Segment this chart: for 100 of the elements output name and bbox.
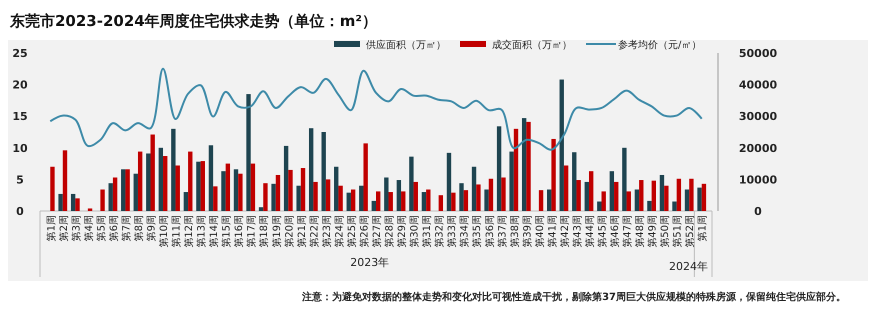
x-tick-label: 第7周	[120, 215, 132, 242]
bar	[296, 186, 301, 211]
y2-tick-label: 20000	[738, 142, 778, 155]
x-tick-label: 第21周	[296, 215, 308, 248]
x-tick-label: 第1周	[45, 215, 58, 242]
x-tick-label: 第38周	[508, 215, 521, 248]
x-tick-label: 第27周	[371, 215, 383, 248]
bar	[610, 171, 614, 211]
bar	[100, 190, 105, 211]
bar	[388, 192, 393, 211]
x-tick-label: 第52周	[684, 215, 696, 248]
bar	[602, 191, 606, 211]
bar	[476, 184, 481, 211]
bar	[689, 178, 694, 211]
x-tick-label: 第24周	[333, 215, 346, 248]
x-tick-label: 第1周	[696, 215, 709, 242]
bar	[208, 145, 214, 211]
x-tick-label: 第19周	[270, 215, 283, 248]
bar	[576, 180, 581, 211]
x-tick-label: 第30周	[408, 215, 421, 248]
bar	[284, 146, 288, 211]
y2-tick-label: 40000	[738, 78, 778, 92]
bar	[300, 168, 306, 211]
x-tick-label: 第25周	[346, 215, 358, 248]
x-tick-label: 第36周	[484, 215, 496, 248]
x-tick-label: 第48周	[634, 215, 646, 248]
bar	[639, 180, 644, 211]
bar	[438, 195, 444, 211]
text: 2024年	[669, 260, 708, 273]
bar	[58, 194, 63, 211]
bar	[258, 207, 264, 211]
bar	[652, 180, 656, 211]
x-tick-label: 第2周	[58, 215, 70, 242]
bar	[426, 190, 430, 211]
bar	[238, 174, 243, 211]
x-tick-label: 第11周	[170, 215, 183, 248]
bar	[146, 153, 150, 211]
x-tick-label: 第18周	[258, 215, 270, 248]
bar	[401, 191, 406, 211]
bar	[664, 186, 669, 211]
bar	[684, 190, 690, 211]
bar	[163, 156, 168, 211]
bar	[346, 192, 351, 211]
bar	[372, 200, 376, 211]
bar	[422, 192, 426, 211]
bar	[313, 182, 318, 211]
bar	[446, 152, 452, 211]
bar	[213, 186, 218, 211]
x-tick-label: 第40周	[534, 215, 546, 248]
y2-tick-label: 10000	[738, 173, 778, 186]
bar	[488, 178, 494, 211]
x-tick-label: 第44周	[584, 215, 596, 248]
bar	[522, 118, 526, 211]
bar	[276, 174, 280, 211]
bar	[112, 178, 118, 211]
bar	[551, 138, 556, 211]
x-tick-label: 第9周	[145, 215, 158, 242]
bar	[334, 166, 338, 211]
bar	[572, 152, 576, 211]
bar	[138, 152, 142, 211]
x-tick-label: 第33周	[446, 215, 458, 248]
bar	[359, 186, 364, 211]
bar	[288, 170, 293, 211]
bar	[464, 190, 468, 211]
y-tick-label: 20	[12, 78, 28, 92]
y-tick-label: 5	[16, 173, 24, 186]
bar	[496, 126, 502, 211]
bar	[121, 169, 126, 211]
bar	[108, 183, 113, 211]
x-tick-label: 第49周	[646, 215, 659, 248]
y2-tick-label: 30000	[738, 110, 778, 124]
x-tick-label: 第51周	[672, 215, 684, 248]
bar	[184, 192, 188, 211]
text: 注意：为避免对数据的整体走势和变化对比可视性造成干扰，剔除第37周巨大供应规模的特殊房源，保留纯住宅供应部分。	[301, 291, 846, 303]
bar	[125, 169, 130, 211]
bar	[263, 183, 268, 211]
bar	[597, 202, 602, 211]
x-tick-label: 第45周	[596, 215, 609, 248]
x-tick-label: 第8周	[132, 215, 145, 242]
bar	[350, 190, 356, 211]
bar	[384, 178, 389, 211]
x-tick-label: 第39周	[521, 215, 534, 248]
x-tick-label: 第50周	[659, 215, 672, 248]
bar	[70, 194, 76, 211]
bar	[234, 169, 238, 211]
bar	[196, 162, 201, 211]
bar	[697, 188, 702, 211]
x-tick-label: 第10周	[158, 215, 170, 248]
bar	[451, 192, 456, 211]
x-tick-label: 第12周	[183, 215, 196, 248]
y-tick-label: 10	[12, 142, 28, 155]
x-tick-label: 第31周	[421, 215, 434, 248]
x-tick-label: 第17周	[246, 215, 258, 248]
bar	[672, 202, 677, 211]
bar	[188, 152, 192, 211]
x-tick-label: 第26周	[358, 215, 370, 248]
bar	[176, 165, 180, 211]
bar	[676, 178, 682, 211]
x-tick-label: 第20周	[283, 215, 296, 248]
x-tick-label: 第47周	[622, 215, 634, 248]
